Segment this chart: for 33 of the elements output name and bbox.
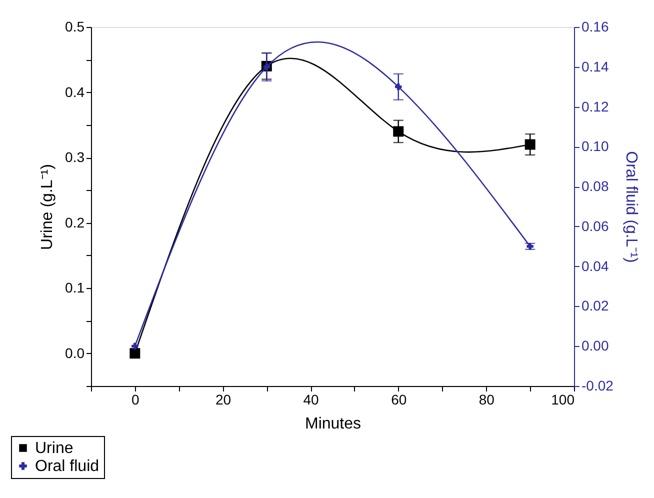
y-tick-label: 0.2 [65,214,85,230]
y-tick-label: 0.0 [65,344,85,361]
x-tick-label: 80 [478,392,495,408]
x-tick-label: 60 [391,392,407,408]
y2-tick-label: 0.00 [582,338,609,354]
x-tick-label: 20 [215,392,232,408]
legend-label: Urine [35,440,74,457]
y2-tick-label: 0.14 [582,58,609,74]
x-axis-title: Minutes [304,416,362,432]
y2-tick-label: 0.12 [582,98,609,114]
y2-tick-label: 0.16 [582,18,609,34]
legend-label: Oral fluid [35,458,100,475]
point [524,139,536,150]
point [526,243,534,250]
point [130,348,140,359]
x-tick-label: 0 [132,392,140,408]
y-axis-title: Urine (g.L⁻¹) [39,164,56,250]
point [395,83,402,90]
y2-tick-label: -0.02 [582,378,614,394]
y2-tick-label: 0.04 [582,258,609,274]
y-tick-label: 0.3 [65,149,85,166]
point [132,342,138,350]
y2-tick-label: 0.08 [582,178,609,194]
y-tick-label: 0.5 [65,18,85,34]
x-tick-label: 40 [303,392,320,408]
y2-tick-label: 0.02 [582,298,609,314]
y-tick-label: 0.4 [65,84,85,100]
point [393,126,404,137]
y-tick-label: 0.1 [65,280,85,296]
x-tick-label: 100 [551,392,575,408]
y2-tick-label: 0.06 [582,218,609,234]
y2-axis-title: Oral fluid (g.L⁻¹) [622,151,640,263]
y2-tick-label: 0.10 [582,138,609,154]
